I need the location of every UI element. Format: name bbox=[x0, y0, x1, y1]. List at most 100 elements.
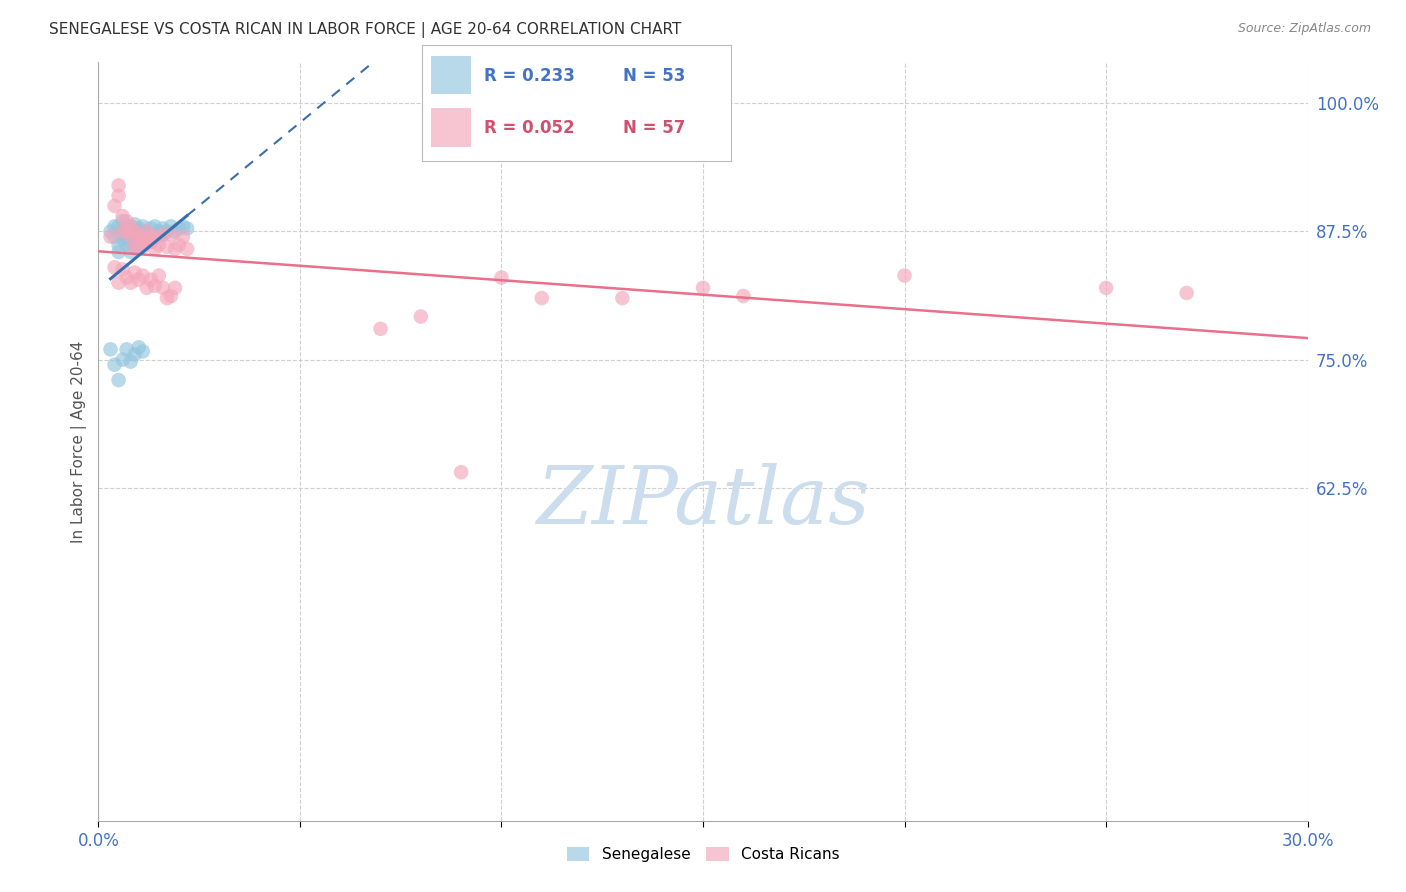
Point bbox=[124, 240, 146, 254]
Y-axis label: In Labor Force | Age 20-64: In Labor Force | Age 20-64 bbox=[72, 341, 87, 542]
Point bbox=[107, 245, 129, 260]
Point bbox=[163, 225, 186, 239]
Point bbox=[152, 281, 174, 295]
Point bbox=[156, 291, 179, 305]
Point bbox=[893, 268, 915, 283]
Point bbox=[128, 225, 150, 239]
Point bbox=[107, 178, 129, 193]
Point bbox=[135, 225, 157, 239]
Point bbox=[115, 219, 138, 234]
Point bbox=[135, 235, 157, 249]
Point bbox=[120, 229, 142, 244]
Point bbox=[152, 227, 174, 242]
Point bbox=[111, 225, 134, 239]
Point bbox=[1095, 281, 1118, 295]
Text: SENEGALESE VS COSTA RICAN IN LABOR FORCE | AGE 20-64 CORRELATION CHART: SENEGALESE VS COSTA RICAN IN LABOR FORCE… bbox=[49, 22, 682, 38]
Point bbox=[163, 281, 186, 295]
Point bbox=[139, 235, 162, 249]
Text: Source: ZipAtlas.com: Source: ZipAtlas.com bbox=[1237, 22, 1371, 36]
Point bbox=[111, 209, 134, 223]
Point bbox=[115, 237, 138, 252]
Point bbox=[370, 322, 392, 336]
Point bbox=[107, 219, 129, 234]
Point bbox=[124, 240, 146, 254]
Point bbox=[128, 237, 150, 252]
Point bbox=[733, 289, 755, 303]
Point bbox=[163, 242, 186, 256]
Point bbox=[107, 188, 129, 202]
Point bbox=[152, 227, 174, 242]
Point bbox=[124, 347, 146, 361]
Point bbox=[132, 235, 155, 249]
Point bbox=[111, 225, 134, 239]
Point bbox=[111, 352, 134, 367]
Point bbox=[107, 237, 129, 252]
Point bbox=[103, 219, 125, 234]
Point bbox=[120, 219, 142, 234]
Point bbox=[107, 373, 129, 387]
Point bbox=[124, 265, 146, 279]
Text: R = 0.233: R = 0.233 bbox=[484, 67, 575, 85]
Point bbox=[148, 268, 170, 283]
Point bbox=[132, 344, 155, 359]
Point bbox=[143, 278, 166, 293]
Point bbox=[156, 225, 179, 239]
Point bbox=[160, 219, 183, 234]
Point bbox=[135, 225, 157, 239]
Point bbox=[120, 354, 142, 368]
Point bbox=[128, 229, 150, 244]
Bar bbox=[432, 56, 471, 95]
Point bbox=[120, 235, 142, 249]
Point bbox=[115, 229, 138, 244]
Point bbox=[120, 225, 142, 239]
Point bbox=[148, 229, 170, 244]
Point bbox=[115, 270, 138, 285]
Point bbox=[172, 229, 194, 244]
Text: N = 53: N = 53 bbox=[623, 67, 685, 85]
Point bbox=[132, 268, 155, 283]
Point bbox=[450, 465, 472, 479]
Point bbox=[1175, 285, 1198, 300]
Point bbox=[103, 260, 125, 275]
Point bbox=[128, 229, 150, 244]
Point bbox=[139, 273, 162, 287]
Point bbox=[111, 232, 134, 246]
Point bbox=[176, 242, 198, 256]
Point bbox=[103, 358, 125, 372]
Point bbox=[160, 289, 183, 303]
Point bbox=[100, 225, 122, 239]
Point bbox=[176, 221, 198, 235]
Point bbox=[132, 240, 155, 254]
Point bbox=[143, 229, 166, 244]
Point bbox=[139, 235, 162, 249]
Point bbox=[172, 219, 194, 234]
Point bbox=[115, 214, 138, 228]
Point bbox=[111, 214, 134, 228]
Point bbox=[143, 242, 166, 256]
Point bbox=[167, 237, 190, 252]
Point bbox=[100, 229, 122, 244]
Point bbox=[612, 291, 634, 305]
Point bbox=[148, 225, 170, 239]
Point bbox=[139, 229, 162, 244]
Point bbox=[103, 199, 125, 213]
Point bbox=[128, 273, 150, 287]
Point bbox=[111, 262, 134, 277]
Point bbox=[124, 225, 146, 239]
Point bbox=[491, 270, 513, 285]
Point bbox=[120, 219, 142, 234]
Point bbox=[132, 232, 155, 246]
Point bbox=[139, 221, 162, 235]
Point bbox=[115, 225, 138, 239]
Point bbox=[152, 221, 174, 235]
Point bbox=[135, 229, 157, 244]
Point bbox=[160, 227, 183, 242]
Point bbox=[135, 235, 157, 249]
Point bbox=[128, 221, 150, 235]
Point bbox=[167, 221, 190, 235]
Point bbox=[124, 225, 146, 239]
Point bbox=[156, 240, 179, 254]
Point bbox=[103, 229, 125, 244]
Point bbox=[132, 219, 155, 234]
Point bbox=[135, 281, 157, 295]
